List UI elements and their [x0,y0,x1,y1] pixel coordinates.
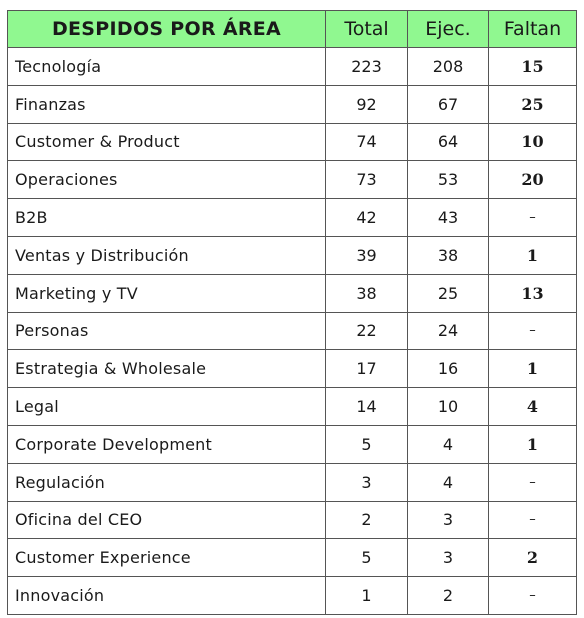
ejec-cell: 53 [407,160,489,200]
ejec-cell: 208 [407,47,489,86]
area-cell: Customer & Product [7,122,326,162]
total-cell: 5 [325,424,408,464]
faltan-cell: 20 [488,160,577,200]
ejec-cell: 24 [407,311,489,351]
header-ejec: Ejec. [407,10,489,48]
ejec-cell: 16 [407,349,489,389]
total-cell: 14 [325,387,408,426]
table-row: Legal 14 10 4 [7,387,577,426]
area-cell: Innovación [7,576,326,615]
total-cell: 223 [325,47,408,86]
table-row: Personas 22 24 – [7,311,577,351]
total-cell: 22 [325,311,408,351]
ejec-cell: 67 [407,84,489,124]
faltan-cell: – [488,198,577,237]
ejec-cell: 4 [407,424,489,464]
table-row: B2B 42 43 – [7,198,577,237]
faltan-cell: 1 [488,349,577,389]
ejec-cell: 3 [407,500,489,540]
faltan-cell: 15 [488,47,577,86]
area-cell: Estrategia & Wholesale [7,349,326,389]
table-row: Corporate Development 5 4 1 [7,424,577,464]
total-cell: 17 [325,349,408,389]
area-cell: Ventas y Distribución [7,235,326,275]
total-cell: 1 [325,576,408,615]
despidos-table: DESPIDOS POR ÁREA Total Ejec. Faltan Tec… [7,10,577,615]
faltan-cell: 25 [488,84,577,124]
faltan-cell: 10 [488,122,577,162]
ejec-cell: 3 [407,538,489,578]
faltan-cell: 4 [488,387,577,426]
table-row: Ventas y Distribución 39 38 1 [7,235,577,275]
header-total: Total [325,10,408,48]
total-cell: 5 [325,538,408,578]
ejec-cell: 64 [407,122,489,162]
header-faltan: Faltan [488,10,577,48]
faltan-cell: – [488,500,577,540]
header-area: DESPIDOS POR ÁREA [7,10,326,48]
ejec-cell: 10 [407,387,489,426]
ejec-cell: 25 [407,273,489,313]
area-cell: Regulación [7,462,326,502]
faltan-cell: – [488,576,577,615]
total-cell: 3 [325,462,408,502]
total-cell: 73 [325,160,408,200]
ejec-cell: 38 [407,235,489,275]
total-cell: 38 [325,273,408,313]
total-cell: 39 [325,235,408,275]
area-cell: Customer Experience [7,538,326,578]
table-row: Finanzas 92 67 25 [7,84,577,124]
table-row: Marketing y TV 38 25 13 [7,273,577,313]
total-cell: 92 [325,84,408,124]
table-row: Operaciones 73 53 20 [7,160,577,200]
header-row: DESPIDOS POR ÁREA Total Ejec. Faltan [7,10,577,48]
total-cell: 74 [325,122,408,162]
area-cell: Legal [7,387,326,426]
faltan-cell: – [488,311,577,351]
table-row: Estrategia & Wholesale 17 16 1 [7,349,577,389]
table-row: Customer Experience 5 3 2 [7,538,577,578]
area-cell: Finanzas [7,84,326,124]
area-cell: Operaciones [7,160,326,200]
table-body: Tecnología 223 208 15 Finanzas 92 67 25 … [7,47,577,615]
area-cell: Oficina del CEO [7,500,326,540]
ejec-cell: 43 [407,198,489,237]
area-cell: Personas [7,311,326,351]
table-row: Tecnología 223 208 15 [7,47,577,86]
total-cell: 42 [325,198,408,237]
table-row: Customer & Product 74 64 10 [7,122,577,162]
ejec-cell: 4 [407,462,489,502]
faltan-cell: 13 [488,273,577,313]
area-cell: Marketing y TV [7,273,326,313]
ejec-cell: 2 [407,576,489,615]
faltan-cell: 1 [488,424,577,464]
table-row: Innovación 1 2 – [7,576,577,615]
area-cell: Tecnología [7,47,326,86]
faltan-cell: 1 [488,235,577,275]
table-row: Regulación 3 4 – [7,462,577,502]
area-cell: Corporate Development [7,424,326,464]
table-header: DESPIDOS POR ÁREA Total Ejec. Faltan [7,10,577,48]
area-cell: B2B [7,198,326,237]
table-row: Oficina del CEO 2 3 – [7,500,577,540]
faltan-cell: – [488,462,577,502]
total-cell: 2 [325,500,408,540]
faltan-cell: 2 [488,538,577,578]
